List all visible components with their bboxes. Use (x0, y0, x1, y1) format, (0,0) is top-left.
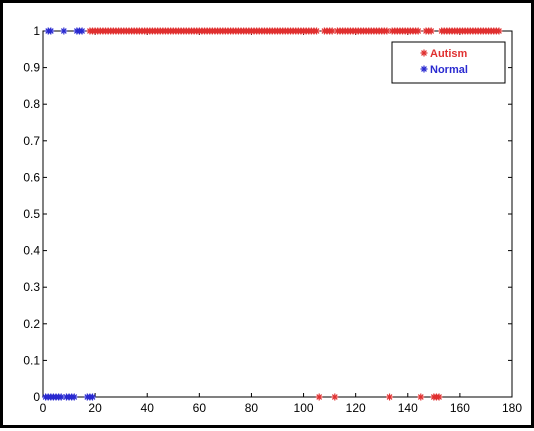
y-tick-label: 0.2 (23, 317, 40, 331)
normal-point (57, 393, 65, 401)
autism-point (435, 393, 443, 401)
autism-point (313, 27, 321, 35)
autism-point (331, 393, 339, 401)
x-tick-label: 160 (450, 401, 470, 415)
x-tick-label: 140 (398, 401, 418, 415)
y-tick-label: 0.9 (23, 61, 40, 75)
legend-label: Autism (430, 48, 468, 60)
y-tick-label: 1 (33, 24, 40, 38)
x-tick-label: 0 (40, 401, 47, 415)
y-tick-label: 0 (33, 390, 40, 404)
autism-point (414, 27, 422, 35)
x-tick-label: 120 (346, 401, 366, 415)
autism-point (386, 393, 394, 401)
legend: Autism Normal (391, 41, 506, 84)
y-tick-label: 0.5 (23, 207, 40, 221)
y-tick-label: 0.8 (23, 97, 40, 111)
normal-point (47, 27, 55, 35)
y-tick-label: 0.1 (23, 353, 40, 367)
legend-marker-normal (420, 65, 428, 73)
normal-point (60, 27, 68, 35)
legend-marker-autism (420, 49, 428, 57)
axis-ticks: 0 20 40 60 80 100 120 140 160 180 0 0.1 0.2 0.3 0.4 0.5… (23, 24, 522, 415)
plot-area (42, 30, 513, 398)
normal-point (78, 27, 86, 35)
data-points (42, 27, 503, 401)
legend-box (391, 41, 506, 84)
x-tick-label: 20 (88, 401, 102, 415)
y-tick-label: 0.3 (23, 280, 40, 294)
y-tick-label: 0.7 (23, 134, 40, 148)
x-tick-label: 100 (294, 401, 314, 415)
autism-point (495, 27, 503, 35)
autism-point (427, 27, 435, 35)
x-tick-label: 40 (141, 401, 155, 415)
scatter-chart: 0 20 40 60 80 100 120 140 160 180 0 0.1 0.2 0.3 0.4 0.5… (23, 24, 522, 415)
autism-point (315, 393, 323, 401)
autism-point (328, 27, 336, 35)
y-tick-label: 0.4 (23, 244, 40, 258)
autism-point (417, 393, 425, 401)
x-tick-label: 180 (502, 401, 522, 415)
normal-point (89, 393, 97, 401)
x-tick-label: 80 (245, 401, 259, 415)
legend-label: Normal (430, 64, 468, 76)
normal-point (70, 393, 78, 401)
y-tick-label: 0.6 (23, 170, 40, 184)
x-tick-label: 60 (193, 401, 207, 415)
